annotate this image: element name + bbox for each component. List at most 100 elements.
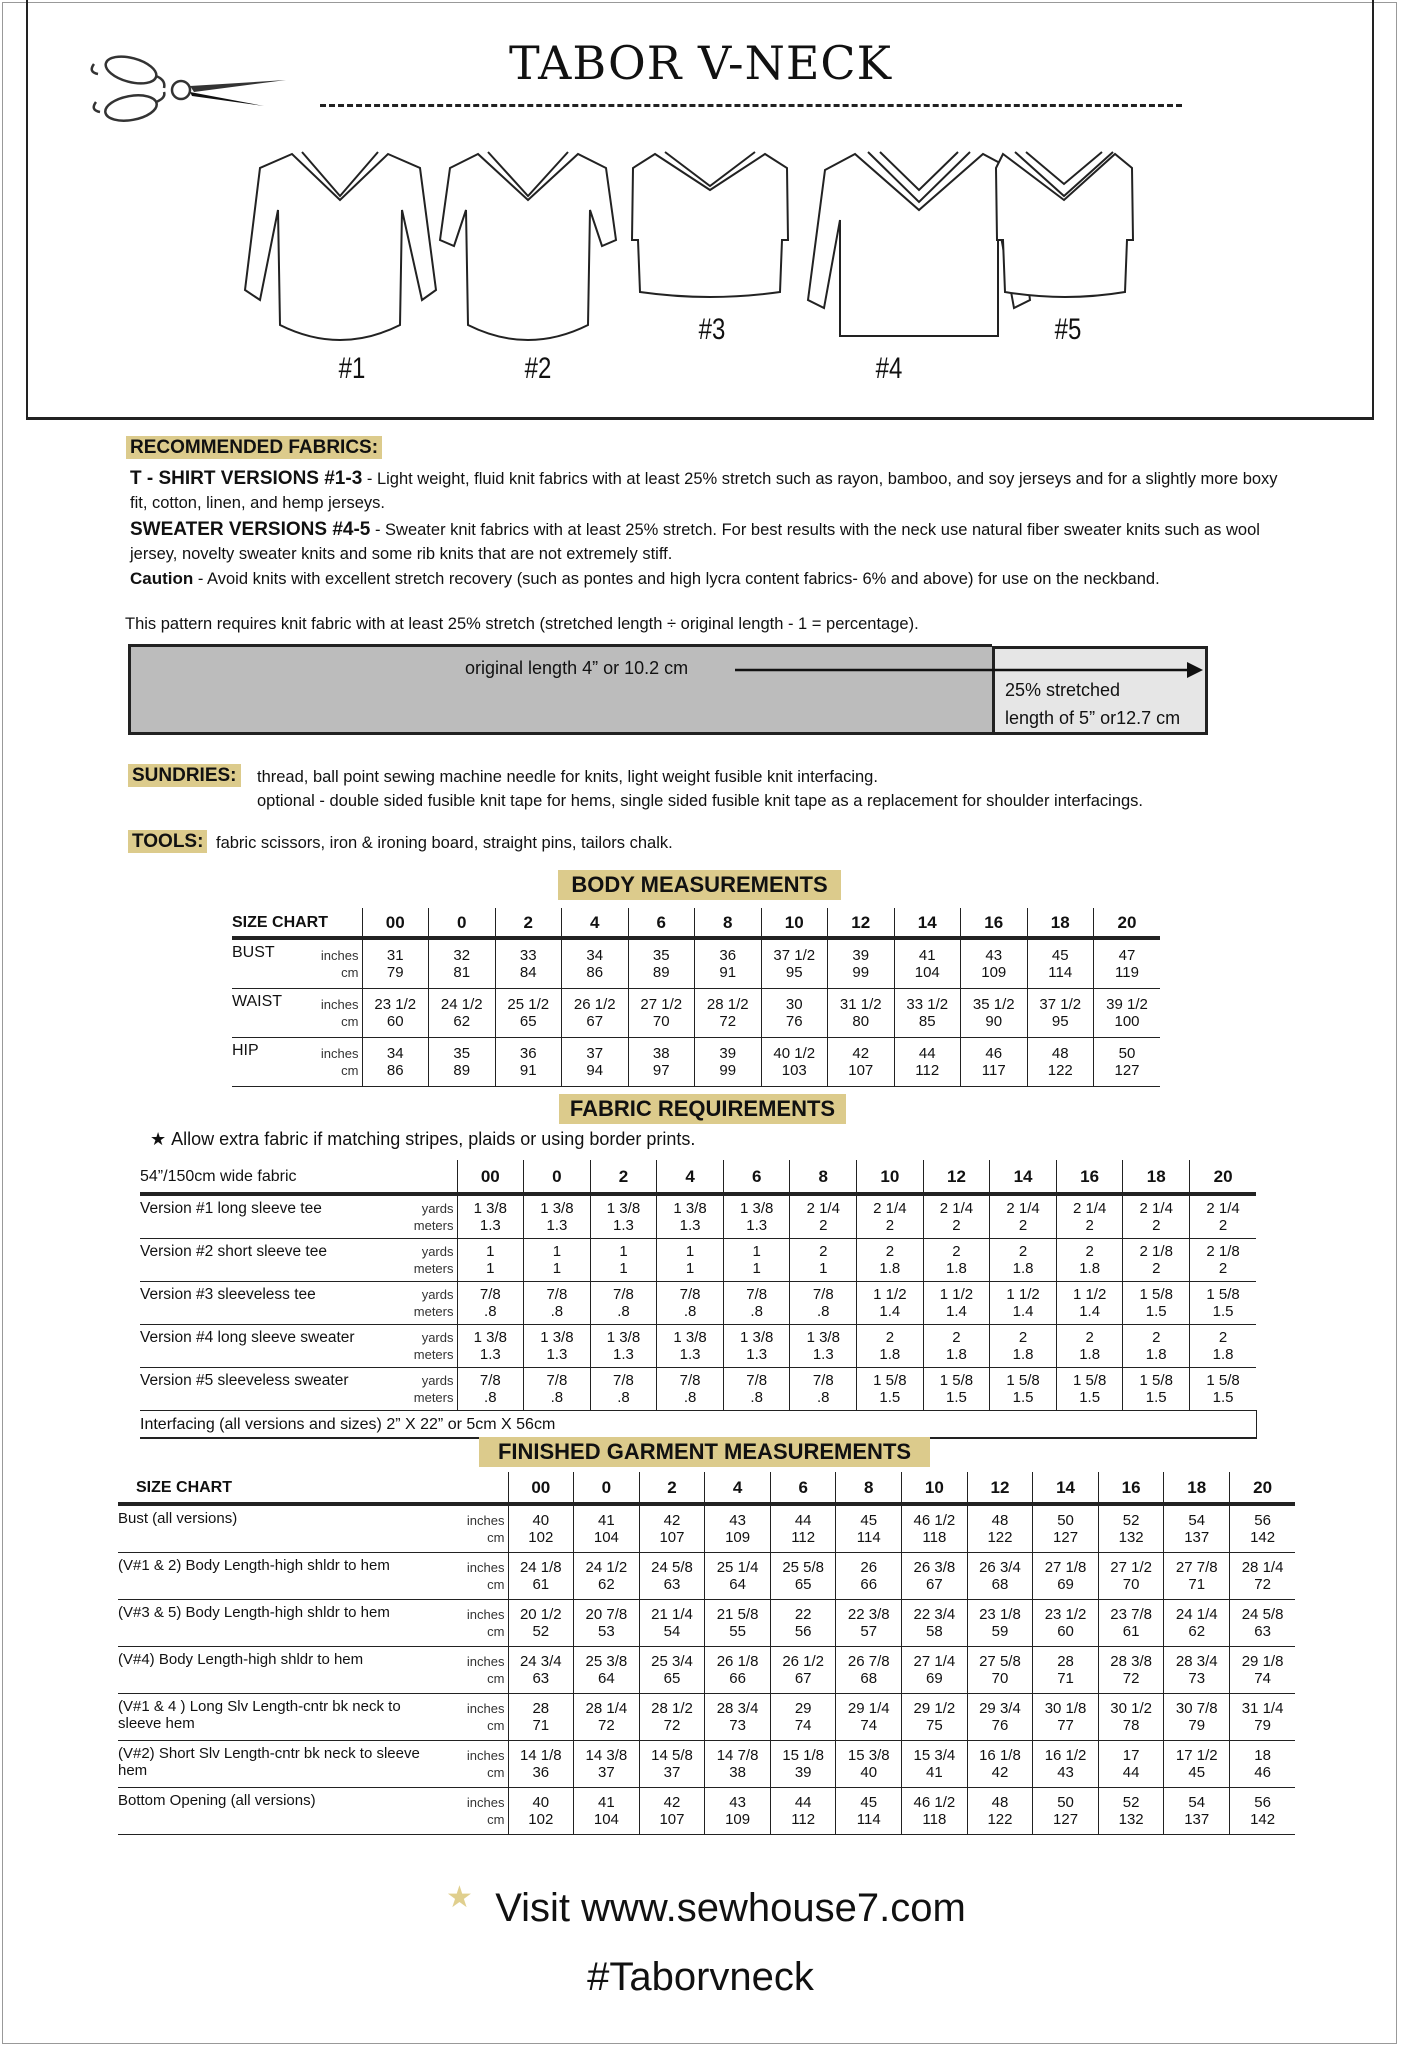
measurement-cell: 37 1/2 95 <box>760 938 828 989</box>
measurement-cell: 33 84 <box>494 938 562 989</box>
imperial-value: 15 3/8 <box>847 1747 890 1764</box>
metric-value: 1.8 <box>1212 1346 1234 1363</box>
imperial-value: 2 1/8 <box>1139 1243 1173 1260</box>
metric-value: 118 <box>922 1811 947 1828</box>
imperial-value: 37 1/2 <box>1039 996 1082 1013</box>
metric-value: 66 <box>860 1576 878 1593</box>
imperial-value: 33 <box>519 947 537 964</box>
size-header: 10 <box>760 908 828 940</box>
measurement-cell: 45 114 <box>835 1504 902 1553</box>
imperial-value: 28 3/4 <box>716 1700 759 1717</box>
metric-value: 127 <box>1053 1811 1079 1828</box>
unit-label: inches <box>320 948 359 963</box>
metric-value: 74 <box>860 1717 878 1734</box>
measurement-cell: 2 1.8 <box>856 1238 924 1282</box>
measurement-cell: 30 1/2 78 <box>1097 1693 1164 1741</box>
garment-v3-drawing <box>630 152 790 298</box>
metric-value: 70 <box>991 1670 1009 1687</box>
imperial-value: 2 <box>952 1243 961 1260</box>
imperial-value: 2 <box>885 1243 895 1260</box>
metric-value: 119 <box>1115 964 1139 981</box>
measurement-cell: 46 1/2 118 <box>901 1504 968 1553</box>
unit-labels: inches cm <box>302 988 362 1038</box>
metric-value: 91 <box>719 964 737 981</box>
metric-value: 67 <box>586 1013 604 1030</box>
measurement-cell: 1 3/8 1.3 <box>456 1324 524 1368</box>
imperial-value: 50 <box>1057 1512 1074 1529</box>
measurement-cell: 20 1/2 52 <box>507 1599 574 1647</box>
imperial-value: 7/8 <box>746 1372 768 1389</box>
metric-value: 64 <box>729 1576 746 1593</box>
finished-garment-table: SIZE CHART 00 0 2 4 6 8 10 12 14 16 18 20 Bust (all v… <box>118 1472 1296 1835</box>
size-header: 2 <box>638 1472 705 1506</box>
tshirt-versions-label: T - SHIRT VERSIONS #1-3 <box>130 468 363 489</box>
size-header: 6 <box>627 908 695 940</box>
colon: : <box>371 437 379 458</box>
imperial-value: 26 3/8 <box>913 1559 956 1576</box>
imperial-value: 24 5/8 <box>1241 1606 1284 1623</box>
imperial-value: 23 1/8 <box>979 1606 1021 1623</box>
imperial-value: 15 3/4 <box>913 1747 956 1764</box>
version-label-1: #1 <box>338 352 366 385</box>
metric-value: 39 <box>794 1764 812 1781</box>
metric-value: 1.3 <box>613 1346 634 1363</box>
measurement-cell: 2 1.8 <box>1122 1324 1190 1368</box>
measurement-cell: 7/8.8 <box>523 1281 591 1325</box>
measurement-cell: 28 3/8 72 <box>1097 1646 1164 1694</box>
metric-value: 109 <box>725 1811 751 1828</box>
unit-label: cm <box>487 1624 505 1639</box>
metric-value: 62 <box>1188 1623 1206 1640</box>
metric-value: 86 <box>586 964 604 981</box>
metric-value: 36 <box>532 1764 550 1781</box>
stretched-length-bar <box>992 646 1208 735</box>
measurement-cell: 52 132 <box>1097 1787 1164 1835</box>
metric-value: 70 <box>652 1013 670 1030</box>
measurement-cell: 1 5/8 1.5 <box>1189 1367 1257 1411</box>
measurement-cell: 27 1/4 69 <box>901 1646 968 1694</box>
measurement-cell: 23 1/2 60 <box>1032 1599 1099 1647</box>
measurement-cell: 30 76 <box>760 988 828 1038</box>
imperial-value: 45 <box>860 1794 878 1811</box>
imperial-value: 1 5/8 <box>1206 1286 1240 1303</box>
metric-value: 90 <box>985 1013 1003 1030</box>
metric-value: 53 <box>598 1623 615 1640</box>
measurement-cell: 20 7/8 53 <box>573 1599 640 1647</box>
measurement-cell: 1 1/2 1.4 <box>989 1281 1057 1325</box>
imperial-value: 31 1/2 <box>839 996 882 1013</box>
body-measurements-heading: BODY MEASUREMENTS <box>558 870 841 900</box>
table-row: (V#1 & 2) Body Length-high shldr to hem i… <box>118 1552 1296 1600</box>
imperial-value: 20 7/8 <box>585 1606 628 1623</box>
metric-value: 71 <box>1188 1576 1206 1593</box>
metric-value: 1.4 <box>946 1303 967 1320</box>
unit-label: inches <box>320 1046 359 1061</box>
row-label: Version #1 long sleeve tee <box>140 1194 395 1239</box>
row-label: Bust (all versions) <box>118 1504 448 1553</box>
imperial-value: 42 <box>852 1045 870 1062</box>
measurement-cell: 23 7/8 61 <box>1097 1599 1164 1647</box>
metric-value: 117 <box>981 1062 1006 1079</box>
imperial-value: 2 1/4 <box>1206 1200 1240 1217</box>
sundries-heading: SUNDRIES: <box>128 764 241 787</box>
size-header: 14 <box>893 908 961 940</box>
imperial-value: 28 3/4 <box>1175 1653 1218 1670</box>
measurement-cell: 34 86 <box>561 938 628 989</box>
metric-value: 1.4 <box>1079 1303 1101 1320</box>
measurement-cell: 24 1/2 62 <box>573 1552 640 1600</box>
metric-value: 69 <box>926 1670 943 1687</box>
metric-value: 2 <box>952 1217 961 1234</box>
metric-value: 1.4 <box>1012 1303 1034 1320</box>
measurement-cell: 28 1/4 72 <box>573 1693 640 1741</box>
metric-value: 2 <box>1218 1217 1228 1234</box>
imperial-value: 1 3/8 <box>739 1200 774 1217</box>
measurement-cell: 26 1/8 66 <box>704 1646 771 1694</box>
imperial-value: 31 <box>386 947 404 964</box>
imperial-value: 36 <box>719 947 737 964</box>
stretched-line-2: length of 5” or12.7 cm <box>1005 708 1181 728</box>
size-header: 16 <box>1097 1472 1164 1506</box>
metric-value: 37 <box>663 1764 681 1781</box>
website-link[interactable]: Visit www.sewhouse7.com <box>495 1886 966 1930</box>
table-corner-label: SIZE CHART <box>232 908 362 940</box>
metric-value: 104 <box>593 1529 619 1546</box>
metric-value: 109 <box>725 1529 751 1546</box>
